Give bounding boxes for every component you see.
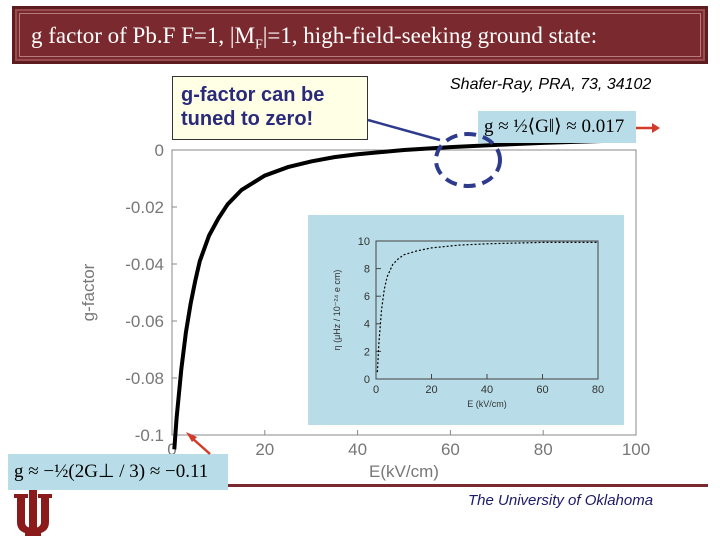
main-y-tick-label: -0.08: [125, 369, 164, 388]
inset-chart-panel: 0 20 40 60 80 0 2 4 6 8 10 E (kV/cm) η (μHz / 10⁻²⁴ …: [308, 215, 624, 425]
inset-y-axis-label: η (μHz / 10⁻²⁴ e cm): [332, 270, 342, 351]
inset-x-tick-label: 80: [592, 384, 604, 396]
page-title: g factor of Pb.F F=1, |MF|=1, high-field…: [31, 23, 598, 53]
inset-x-tick-label: 20: [425, 384, 437, 396]
main-x-tick-label: 20: [255, 440, 274, 459]
title-bar: g factor of Pb.F F=1, |MF|=1, high-field…: [12, 6, 708, 64]
title-frame: [19, 13, 701, 57]
inset-x-tick-label: 0: [373, 384, 379, 396]
main-y-axis-label: g-factor: [79, 263, 98, 321]
main-x-tick-label: 80: [534, 440, 553, 459]
callout-box: g-factor can be tuned to zero!: [172, 76, 368, 140]
inset-y-tick-label: 6: [364, 291, 370, 303]
equation-low-field: g ≈ −½(2G⊥ / 3) ≈ −0.11: [8, 454, 228, 490]
main-x-tick-label: 100: [622, 440, 650, 459]
inset-plot-frame: [375, 240, 599, 380]
citation: Shafer-Ray, PRA, 73, 34102: [450, 76, 652, 93]
main-y-tick-label: -0.06: [125, 312, 164, 331]
main-x-axis-label: E(kV/cm): [369, 462, 439, 481]
callout-line-1: g-factor can be: [181, 84, 325, 106]
inset-y-tick-label: 0: [364, 374, 370, 386]
inset-x-tick-label: 40: [481, 384, 493, 396]
main-y-tick-label: 0: [155, 141, 164, 160]
main-x-tick-label: 0: [167, 440, 176, 459]
inset-y-tick-label: 2: [364, 346, 370, 358]
inset-series-line: [376, 241, 598, 373]
main-x-tick-label: 40: [348, 440, 367, 459]
main-y-tick-label: -0.04: [125, 255, 164, 274]
callout-line-2: tuned to zero!: [181, 108, 314, 130]
equation-high-field: g ≈ ½⟨G‖⟩ ≈ 0.017: [478, 111, 636, 143]
footer-divider: [228, 484, 708, 487]
inset-x-tick-label: 60: [536, 384, 548, 396]
inset-y-tick-label: 4: [364, 319, 370, 331]
ou-logo-icon: [14, 490, 52, 536]
inset-chart: 0 20 40 60 80 0 2 4 6 8 10 E (kV/cm) η (μHz / 10⁻²⁴ …: [332, 236, 604, 409]
main-x-tick-label: 60: [441, 440, 460, 459]
main-y-tick-label: -0.02: [125, 198, 164, 217]
inset-x-axis-label: E (kV/cm): [467, 399, 507, 409]
main-y-tick-label: -0.1: [135, 426, 164, 445]
inset-y-tick-label: 10: [358, 236, 370, 248]
university-name: The University of Oklahoma: [468, 492, 654, 509]
inset-y-tick-label: 8: [364, 263, 370, 275]
